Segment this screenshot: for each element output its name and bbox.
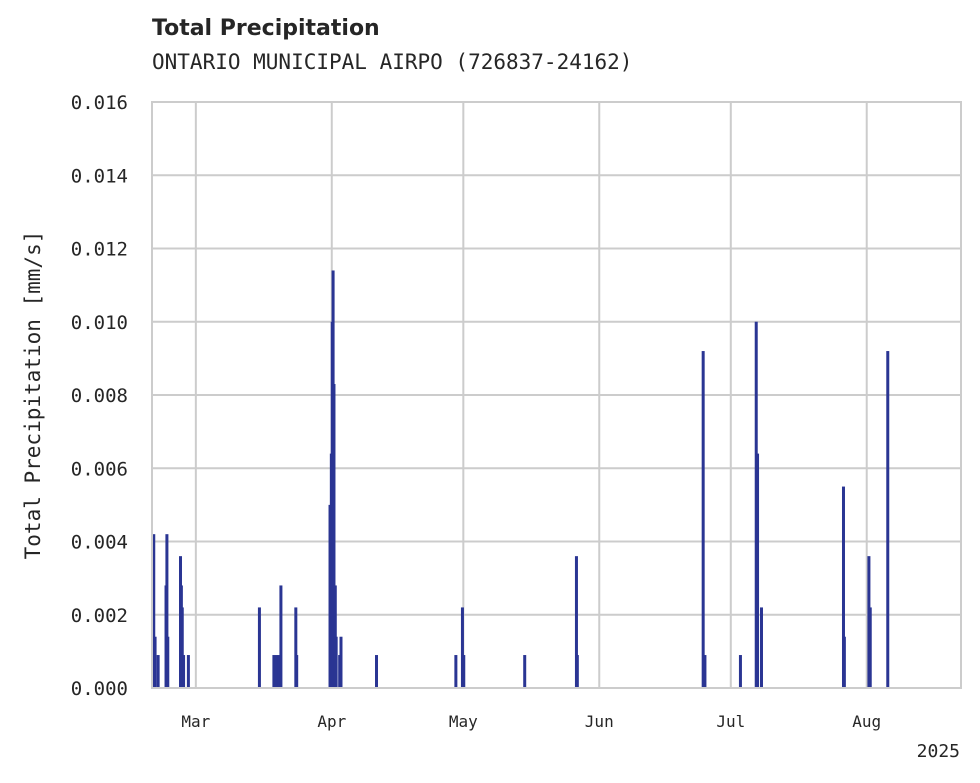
y-tick-label: 0.012 (71, 239, 128, 261)
precip-bar (279, 585, 283, 688)
precip-bar (152, 534, 156, 688)
precip-bar (186, 655, 190, 688)
precip-bar (575, 655, 579, 688)
precip-bar (277, 655, 281, 688)
precip-bar (275, 655, 279, 688)
chart-title: Total Precipitation (152, 16, 380, 41)
x-tick-label: Mar (181, 712, 210, 731)
precip-bar (759, 607, 763, 688)
x-tick-label: Jun (585, 712, 614, 731)
precip-bar (574, 556, 578, 688)
precip-bar (454, 655, 458, 688)
precip-bar (841, 486, 845, 688)
y-tick-label: 0.004 (71, 532, 128, 554)
precip-bar (886, 351, 890, 688)
precip-bar (153, 636, 157, 688)
precip-bar (460, 607, 464, 688)
precip-bar (166, 636, 170, 688)
precip-bar (756, 453, 760, 688)
x-tick-label: Apr (317, 712, 346, 731)
y-tick-label: 0.006 (71, 458, 128, 480)
y-tick-label: 0.010 (71, 312, 128, 334)
precip-bar (462, 655, 466, 688)
y-tick-label: 0.000 (71, 678, 128, 700)
precip-bar (868, 607, 872, 688)
precip-bar (332, 384, 336, 688)
precip-bar (156, 655, 160, 688)
bar-series (152, 270, 890, 688)
y-tick-label: 0.016 (71, 92, 128, 114)
year-label: 2025 (917, 741, 960, 762)
precip-bar (701, 351, 705, 688)
precip-bar (295, 655, 299, 688)
x-axis-ticks: Mar Apr May Jun Jul Aug (181, 712, 881, 731)
precip-bar (182, 655, 186, 688)
precip-bar (738, 655, 742, 688)
precip-bar (523, 655, 527, 688)
precip-bar (272, 655, 276, 688)
y-tick-label: 0.014 (71, 165, 128, 187)
y-tick-label: 0.002 (71, 605, 128, 627)
y-axis-ticks: 0.000 0.002 0.004 0.006 0.008 0.010 0.012 0.014… (71, 92, 128, 700)
grid-lines (152, 101, 961, 689)
x-tick-label: Aug (852, 712, 881, 731)
precip-bar (375, 655, 379, 688)
precip-bar (339, 636, 343, 688)
precip-bar (257, 607, 261, 688)
precip-bar (703, 655, 707, 688)
precip-bar (334, 636, 338, 688)
precip-bar (842, 636, 846, 688)
chart-subtitle: ONTARIO MUNICIPAL AIRPO (726837-24162) (152, 50, 633, 74)
x-tick-label: Jul (716, 712, 745, 731)
x-tick-label: May (449, 712, 478, 731)
precip-bar (165, 534, 169, 688)
precip-bar (180, 607, 184, 688)
y-tick-label: 0.008 (71, 385, 128, 407)
precip-bar (294, 607, 298, 688)
y-axis-label: Total Precipitation [mm/s] (21, 231, 45, 560)
plot-frame (151, 101, 962, 689)
